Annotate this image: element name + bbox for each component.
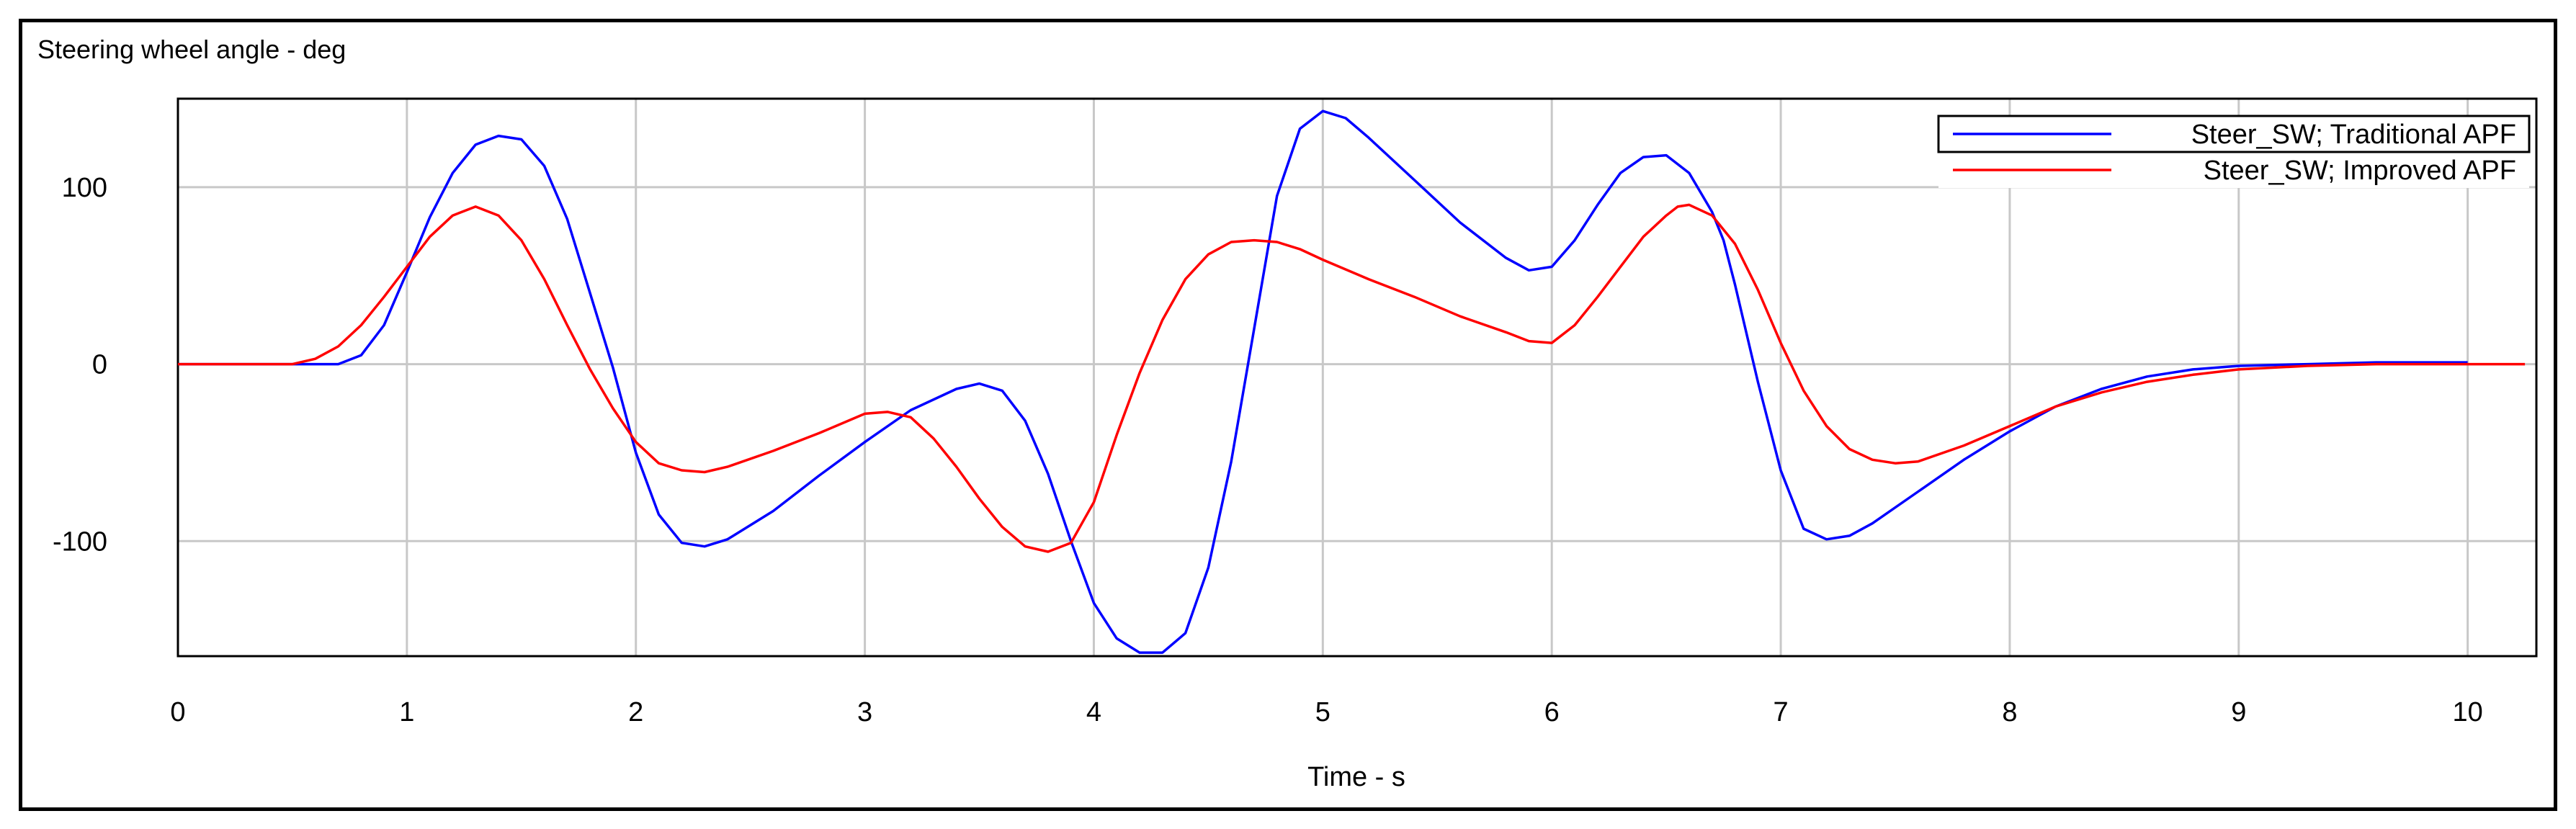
chart-frame: -100 0 100 0 1 2 3 4 5 6 7 8 9 10 Steer_SW; Tradition…: [19, 19, 2557, 811]
chart-canvas: -100 0 100 0 1 2 3 4 5 6 7 8 9 10 Steer_SW; Tradition…: [37, 35, 2538, 792]
series-lines: [178, 109, 2526, 654]
legend-entry-label: Steer_SW; Improved APF: [2204, 156, 2516, 186]
x-tick-label: 7: [1773, 697, 1788, 727]
chart-title: Steering wheel angle - deg: [37, 35, 346, 64]
x-tick-label: 10: [2453, 697, 2483, 727]
series-line-traditional-apf: [178, 109, 2468, 654]
y-tick-label: 0: [92, 350, 107, 380]
y-tick-label: -100: [53, 526, 107, 557]
legend-entry-label: Steer_SW; Traditional APF: [2191, 120, 2516, 150]
x-tick-label: 2: [628, 697, 643, 727]
x-tick-label: 8: [2002, 697, 2017, 727]
x-tick-label: 0: [170, 697, 185, 727]
series-line-improved-apf: [178, 203, 2526, 553]
x-tick-label: 4: [1086, 697, 1101, 727]
x-tick-label: 3: [857, 697, 872, 727]
legend-selected-outline: [1937, 115, 2531, 153]
axes: -100 0 100 0 1 2 3 4 5 6 7 8 9 10: [53, 97, 2538, 727]
grid: [178, 99, 2536, 656]
x-tick-label: 9: [2231, 697, 2246, 727]
x-tick-label: 1: [399, 697, 414, 727]
x-tick-label: 5: [1315, 697, 1331, 727]
legend: Steer_SW; Traditional APF Steer_SW; Impro…: [1937, 115, 2531, 188]
x-tick-label: 6: [1544, 697, 1560, 727]
y-tick-label: 100: [62, 173, 107, 203]
x-axis-label: Time - s: [1307, 762, 1405, 792]
